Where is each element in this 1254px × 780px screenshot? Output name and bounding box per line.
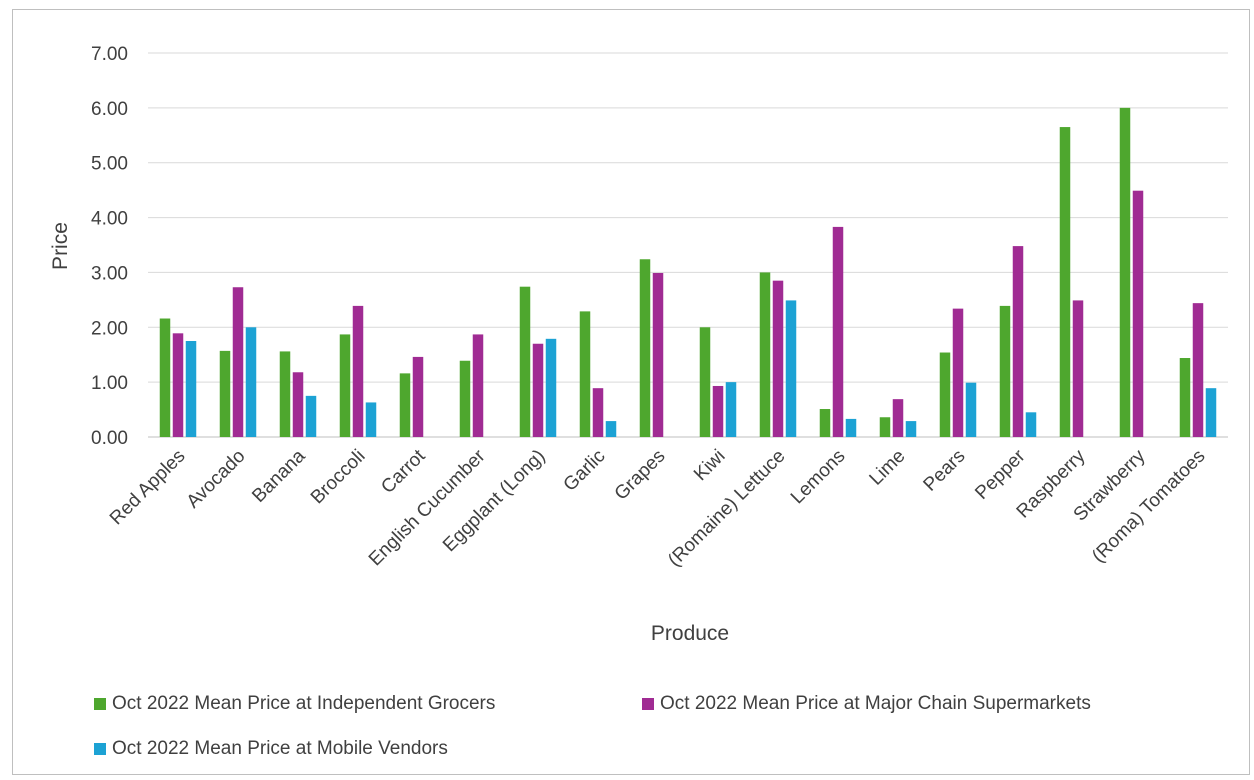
x-tick-label-broccoli: Broccoli [307, 446, 370, 509]
bar-avocado-series-1 [219, 350, 231, 437]
bar-strawberry-series-2 [1132, 190, 1144, 437]
x-tick-label-carrot: Carrot [377, 445, 430, 498]
bar-raspberry-series-2 [1072, 300, 1084, 437]
x-tick-label-pepper: Pepper [971, 445, 1030, 504]
bar-eggplant-long-series-1 [519, 286, 531, 437]
legend-swatch-major-chain-supermarkets [642, 698, 654, 710]
bar-grapes-series-2 [652, 272, 664, 437]
gridlines [148, 52, 1228, 438]
y-tick-label: 1.00 [91, 373, 128, 394]
bar-lemons-series-1 [819, 409, 831, 437]
bar-banana-series-2 [292, 372, 304, 437]
y-axis-title: Price [49, 222, 72, 270]
bar-avocado-series-3 [245, 327, 257, 437]
x-tick-label-eggplant-long: Eggplant (Long) [439, 446, 549, 556]
x-axis-title: Produce [651, 622, 729, 645]
y-tick-labels: 0.00 1.00 2.00 3.00 4.00 5.00 6.00 7.00 [91, 44, 128, 449]
bar-eggplant-long-series-2 [532, 343, 544, 437]
bar-carrot-series-1 [399, 373, 411, 437]
bar-broccoli-series-3 [365, 402, 377, 437]
legend-item-independent-grocers: Oct 2022 Mean Price at Independent Groce… [94, 693, 642, 715]
bar-pears-series-2 [952, 308, 964, 437]
bar-roma-tomatoes-series-3 [1205, 388, 1217, 437]
bar-grapes-series-1 [639, 259, 651, 437]
bar-kiwi-series-1 [699, 327, 711, 437]
bar-pepper-series-3 [1025, 412, 1037, 437]
bar-banana-series-3 [305, 395, 317, 437]
x-tick-label-lemons: Lemons [787, 446, 850, 509]
bar-roma-tomatoes-series-1 [1179, 358, 1191, 437]
bar-eggplant-long-series-3 [545, 338, 557, 437]
bars [159, 107, 1217, 438]
y-tick-label: 5.00 [91, 154, 128, 175]
bar-pears-series-1 [939, 352, 951, 437]
y-tick-label: 4.00 [91, 209, 128, 230]
bar-pears-series-3 [965, 382, 977, 437]
y-tick-label: 0.00 [91, 428, 128, 449]
bar-red-apples-series-3 [185, 341, 197, 437]
y-tick-label: 2.00 [91, 318, 128, 339]
y-tick-label: 6.00 [91, 99, 128, 120]
bar-raspberry-series-1 [1059, 127, 1071, 437]
chart-frame [12, 9, 1250, 775]
x-tick-label-avocado: Avocado [183, 446, 250, 513]
bar-pepper-series-1 [999, 305, 1011, 437]
x-tick-label-garlic: Garlic [560, 446, 610, 496]
bar-romaine-lettuce-series-1 [759, 272, 771, 437]
x-tick-label-roma-tomatoes: (Roma) Tomatoes [1088, 446, 1209, 567]
bar-garlic-series-2 [592, 388, 604, 437]
bar-broccoli-series-1 [339, 334, 351, 437]
bar-romaine-lettuce-series-2 [772, 280, 784, 437]
x-tick-label-red-apples: Red Apples [106, 446, 190, 530]
legend-row-2: Oct 2022 Mean Price at Mobile Vendors [94, 735, 1234, 763]
bar-avocado-series-2 [232, 287, 244, 437]
bar-english-cucumber-series-2 [472, 334, 484, 437]
bar-strawberry-series-1 [1119, 107, 1131, 438]
legend-swatch-independent-grocers [94, 698, 106, 710]
bar-kiwi-series-2 [712, 385, 724, 437]
bar-banana-series-1 [279, 351, 291, 437]
legend-label-mobile-vendors: Oct 2022 Mean Price at Mobile Vendors [112, 738, 448, 759]
x-tick-label-banana: Banana [248, 445, 309, 506]
bar-garlic-series-3 [605, 421, 617, 437]
x-tick-label-grapes: Grapes [611, 446, 670, 505]
bar-kiwi-series-3 [725, 382, 737, 437]
bar-lime-series-1 [879, 417, 891, 437]
bar-broccoli-series-2 [352, 305, 364, 437]
x-tick-label-romaine-lettuce: (Romaine) Lettuce [664, 446, 789, 571]
legend-swatch-mobile-vendors [94, 743, 106, 755]
x-tick-label-kiwi: Kiwi [690, 446, 729, 485]
legend-label-major-chain-supermarkets: Oct 2022 Mean Price at Major Chain Super… [660, 693, 1091, 714]
bar-roma-tomatoes-series-2 [1192, 303, 1204, 437]
bar-red-apples-series-1 [159, 318, 171, 437]
bar-carrot-series-2 [412, 356, 424, 437]
legend-row-1: Oct 2022 Mean Price at Independent Groce… [94, 690, 1234, 718]
bar-lime-series-3 [905, 421, 917, 437]
bar-lemons-series-2 [832, 226, 844, 437]
bar-lime-series-2 [892, 399, 904, 437]
legend-item-mobile-vendors: Oct 2022 Mean Price at Mobile Vendors [94, 738, 448, 760]
bar-english-cucumber-series-1 [459, 360, 471, 437]
bar-red-apples-series-2 [172, 333, 184, 437]
bar-garlic-series-1 [579, 311, 591, 437]
y-tick-label: 7.00 [91, 44, 128, 65]
legend: Oct 2022 Mean Price at Independent Groce… [94, 690, 1234, 780]
legend-item-major-chain-supermarkets: Oct 2022 Mean Price at Major Chain Super… [642, 693, 1091, 715]
bar-lemons-series-3 [845, 418, 857, 437]
y-tick-label: 3.00 [91, 263, 128, 284]
bar-romaine-lettuce-series-3 [785, 300, 797, 437]
x-tick-label-lime: Lime [866, 446, 910, 490]
legend-label-independent-grocers: Oct 2022 Mean Price at Independent Groce… [112, 693, 496, 714]
x-tick-label-pears: Pears [920, 446, 970, 496]
bar-pepper-series-2 [1012, 246, 1024, 437]
